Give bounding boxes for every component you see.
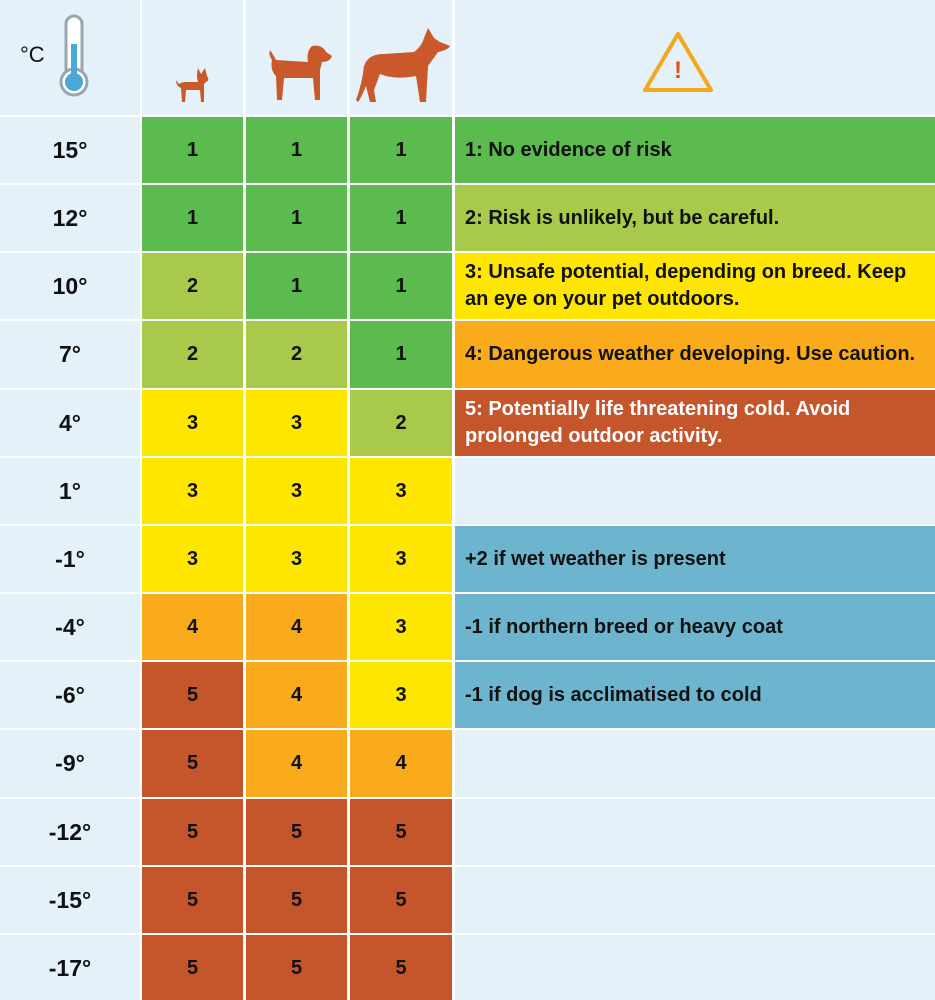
risk-cell: 5 [142,935,243,1000]
small-dog-cell [142,0,243,115]
temperature-cell: -15° [0,867,140,933]
risk-cell: 3 [142,458,243,524]
temperature-cell: -4° [0,594,140,660]
risk-cell: 1 [350,117,452,183]
risk-cell: 2 [246,321,347,388]
risk-cell: 4 [246,594,347,660]
temperature-cell: -1° [0,526,140,592]
risk-cell: 1 [350,253,452,319]
risk-cell: 3 [246,458,347,524]
large-dog-cell [350,0,452,115]
risk-cell: 2 [142,321,243,388]
empty-cell [455,458,935,524]
risk-cell: 5 [142,867,243,933]
risk-cell: 3 [142,526,243,592]
empty-cell [455,730,935,797]
risk-cell: 1 [142,185,243,251]
temperature-cell: -17° [0,935,140,1000]
empty-cell [455,799,935,865]
thermometer-icon [59,14,89,97]
legend-item: 5: Potentially life threatening cold. Av… [455,390,935,456]
svg-text:!: ! [674,57,682,84]
risk-cell: 1 [246,253,347,319]
legend-item: 1: No evidence of risk [455,117,935,183]
temperature-cell: 12° [0,185,140,251]
temperature-cell: -9° [0,730,140,797]
risk-cell: 4 [350,730,452,797]
risk-cell: 5 [246,935,347,1000]
temperature-cell: 7° [0,321,140,388]
risk-cell: 5 [350,799,452,865]
risk-cell: 4 [246,662,347,728]
legend-item: 4: Dangerous weather developing. Use cau… [455,321,935,388]
risk-cell: 5 [246,799,347,865]
risk-cell: 4 [246,730,347,797]
medium-dog-icon [269,45,332,100]
risk-cell: 5 [350,867,452,933]
warning-cell: ! [455,0,935,115]
risk-cell: 3 [246,526,347,592]
modifier-item: -1 if dog is acclimatised to cold [455,662,935,728]
header-unit-cell: °C [0,0,140,115]
temperature-cell: 4° [0,390,140,456]
unit-label: °C [20,42,45,67]
risk-cell: 3 [246,390,347,456]
small-dog-icon [176,68,209,102]
risk-cell: 5 [142,662,243,728]
risk-cell: 1 [246,117,347,183]
risk-cell: 5 [246,867,347,933]
risk-cell: 1 [142,117,243,183]
medium-dog-cell [246,0,347,115]
risk-cell: 2 [350,390,452,456]
empty-cell [455,867,935,933]
temperature-cell: 15° [0,117,140,183]
risk-cell: 1 [350,185,452,251]
temperature-cell: 1° [0,458,140,524]
empty-cell [455,935,935,1000]
legend-item: 3: Unsafe potential, depending on breed.… [455,253,935,319]
temperature-cell: -6° [0,662,140,728]
risk-cell: 5 [350,935,452,1000]
risk-cell: 3 [350,662,452,728]
risk-cell: 5 [142,799,243,865]
risk-cell: 3 [142,390,243,456]
large-dog-icon [356,28,450,102]
modifier-item: +2 if wet weather is present [455,526,935,592]
risk-cell: 5 [142,730,243,797]
risk-cell: 3 [350,526,452,592]
modifier-item: -1 if northern breed or heavy coat [455,594,935,660]
risk-cell: 3 [350,594,452,660]
temperature-cell: 10° [0,253,140,319]
risk-cell: 1 [246,185,347,251]
risk-cell: 2 [142,253,243,319]
risk-cell: 1 [350,321,452,388]
risk-cell: 3 [350,458,452,524]
warning-icon: ! [643,32,713,92]
legend-item: 2: Risk is unlikely, but be careful. [455,185,935,251]
temperature-cell: -12° [0,799,140,865]
risk-cell: 4 [142,594,243,660]
